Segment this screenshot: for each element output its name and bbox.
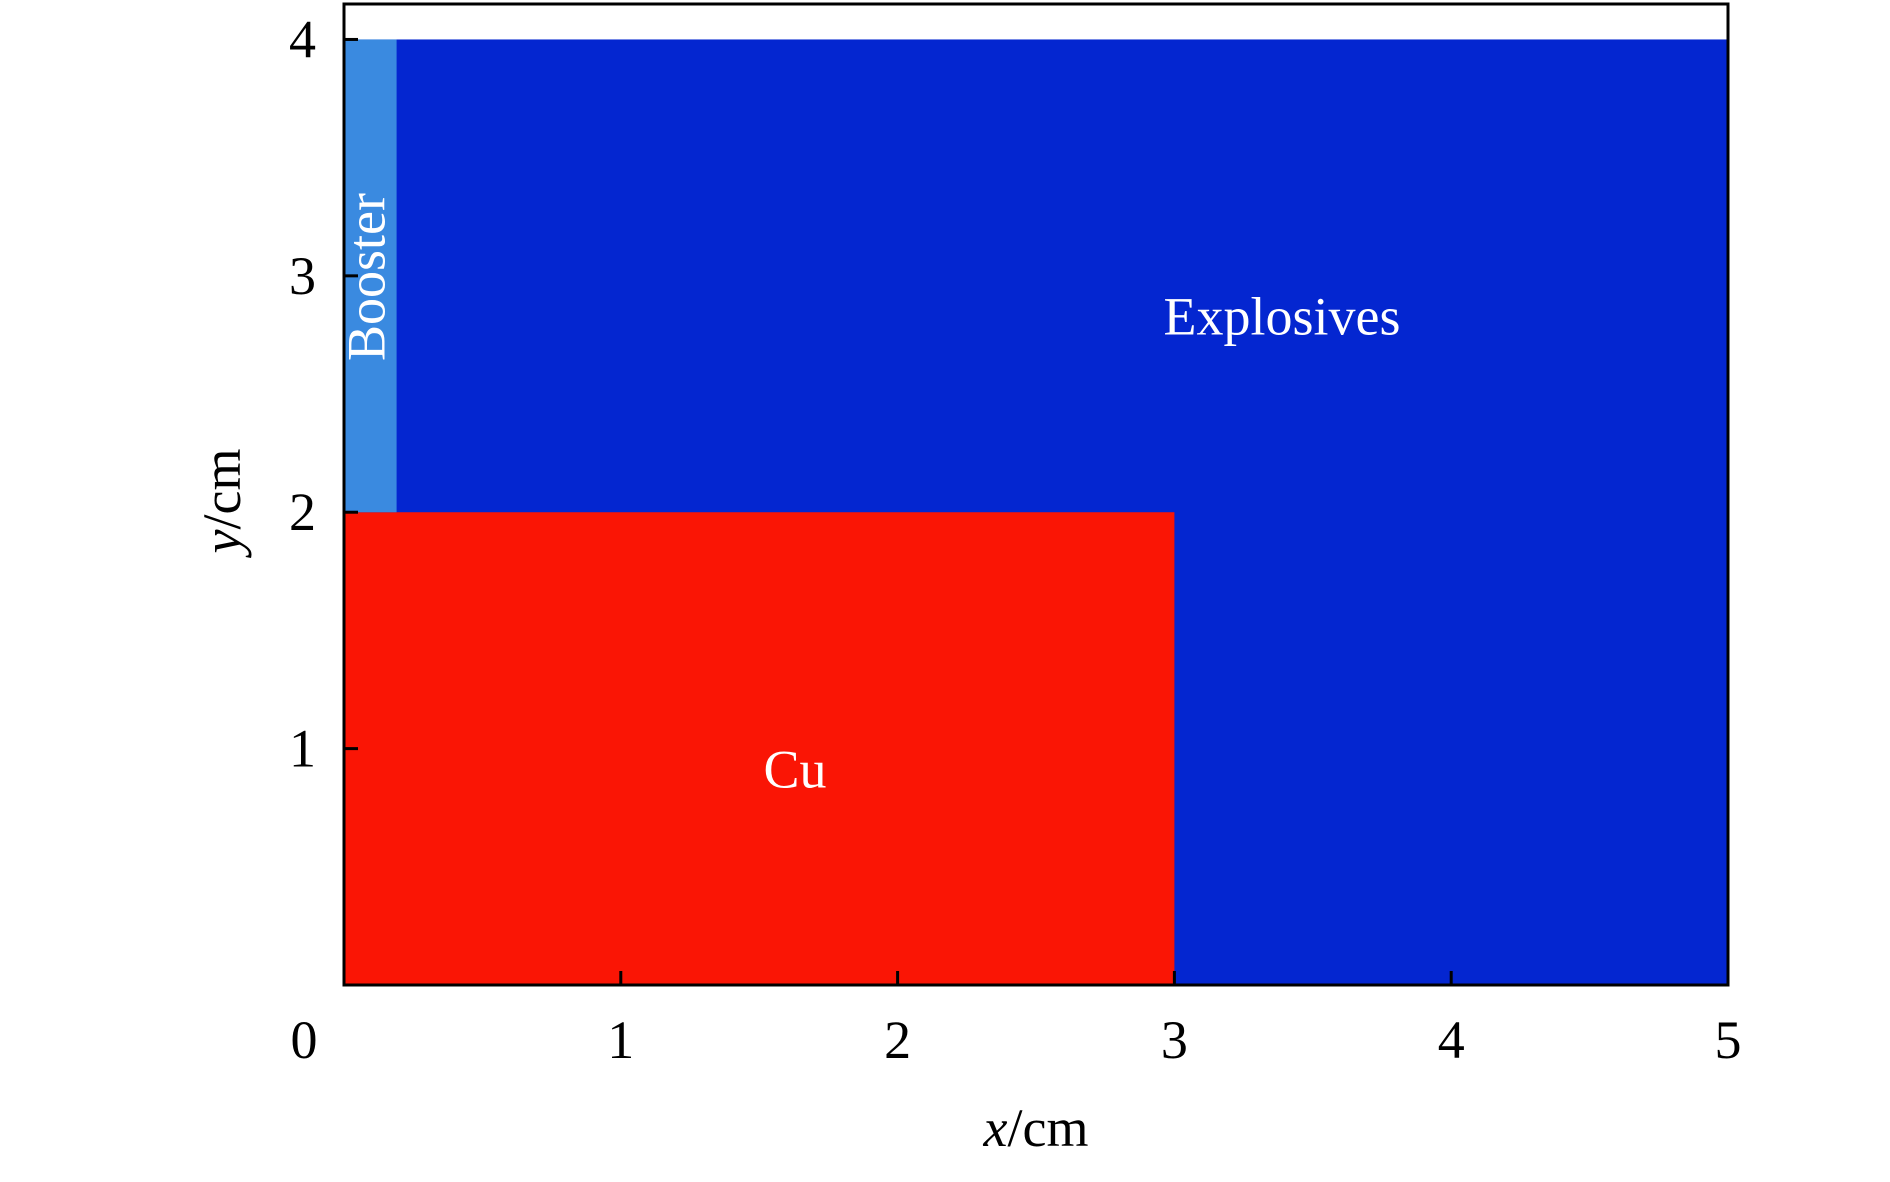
x-tick-label: 0 bbox=[291, 1010, 318, 1070]
x-axis-label: x/cm bbox=[983, 1098, 1089, 1158]
y-tick-label: 2 bbox=[289, 482, 316, 542]
plot-area bbox=[344, 39, 1728, 986]
region-label: Explosives bbox=[1164, 286, 1401, 346]
x-tick-label: 3 bbox=[1161, 1010, 1188, 1070]
x-tick-label: 5 bbox=[1715, 1010, 1742, 1070]
y-tick-label: 3 bbox=[289, 246, 316, 306]
plot-frame bbox=[342, 2, 1730, 987]
x-tick-label: 4 bbox=[1438, 1010, 1465, 1070]
y-tick-label: 4 bbox=[289, 9, 316, 69]
x-tick-label: 2 bbox=[884, 1010, 911, 1070]
y-axis-label: y/cm bbox=[192, 449, 252, 559]
region bbox=[344, 512, 1175, 985]
region-label: Cu bbox=[763, 739, 826, 799]
x-tick-label: 1 bbox=[607, 1010, 634, 1070]
y-tick-label: 1 bbox=[289, 719, 316, 779]
